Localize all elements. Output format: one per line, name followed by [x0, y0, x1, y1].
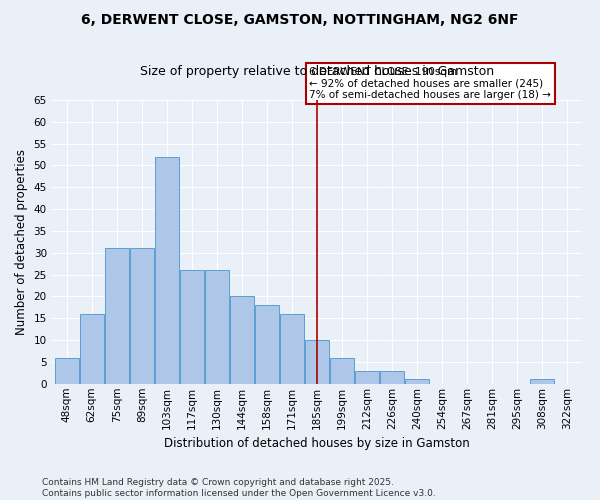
Bar [155, 157, 179, 384]
Bar [530, 380, 554, 384]
Bar [130, 248, 154, 384]
Text: 6, DERWENT CLOSE, GAMSTON, NOTTINGHAM, NG2 6NF: 6, DERWENT CLOSE, GAMSTON, NOTTINGHAM, N… [81, 12, 519, 26]
Bar [355, 370, 379, 384]
Bar [305, 340, 329, 384]
X-axis label: Distribution of detached houses by size in Gamston: Distribution of detached houses by size … [164, 437, 470, 450]
Title: Size of property relative to detached houses in Gamston: Size of property relative to detached ho… [140, 65, 494, 78]
Y-axis label: Number of detached properties: Number of detached properties [15, 149, 28, 335]
Bar [280, 314, 304, 384]
Bar [105, 248, 128, 384]
Bar [405, 380, 429, 384]
Text: 6 DERWENT CLOSE: 190sqm
← 92% of detached houses are smaller (245)
7% of semi-de: 6 DERWENT CLOSE: 190sqm ← 92% of detache… [310, 67, 551, 100]
Bar [380, 370, 404, 384]
Text: Contains HM Land Registry data © Crown copyright and database right 2025.
Contai: Contains HM Land Registry data © Crown c… [42, 478, 436, 498]
Bar [230, 296, 254, 384]
Bar [55, 358, 79, 384]
Bar [80, 314, 104, 384]
Bar [255, 305, 279, 384]
Bar [330, 358, 354, 384]
Bar [180, 270, 203, 384]
Bar [205, 270, 229, 384]
